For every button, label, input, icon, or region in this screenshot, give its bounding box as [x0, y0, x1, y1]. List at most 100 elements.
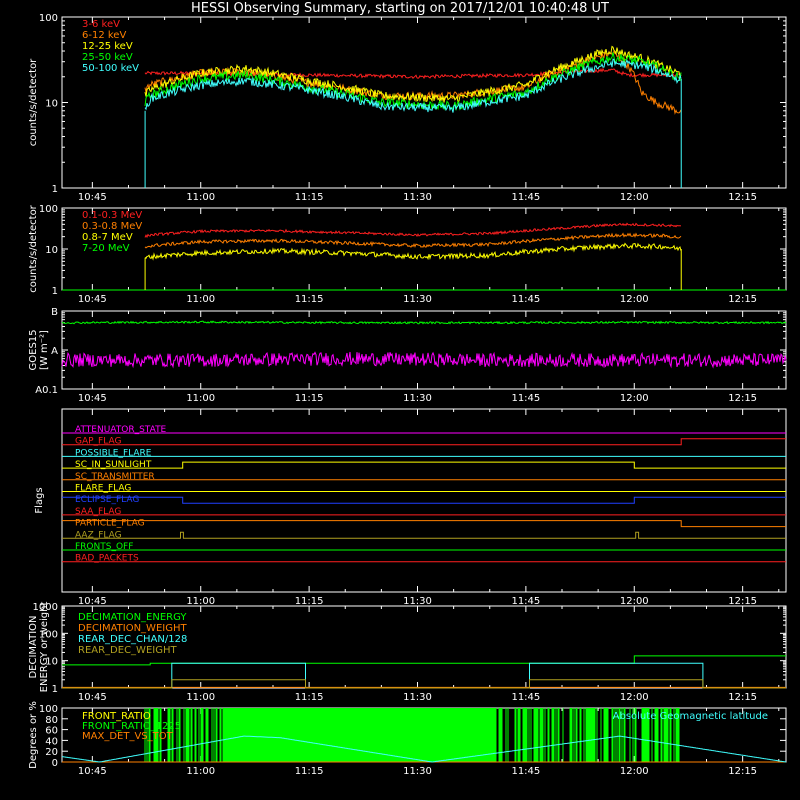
gamma-time-label: 12:00 — [620, 294, 649, 305]
decimation-time-label: 11:00 — [186, 692, 215, 703]
decimation-legend-entry: REAR_DEC_CHAN/128 — [78, 634, 187, 645]
flag-line-sc-in-sunlight — [62, 461, 786, 469]
ratio-legend-entry: MAX_DET_VS_TOT — [82, 731, 174, 742]
gamma-time-label: 11:15 — [295, 294, 324, 305]
flags-time-label: 11:30 — [403, 596, 432, 607]
flags-panel: 10:45 11:00 11:15 11:30 11:45 12:00 12:15 ATTEN… — [34, 408, 787, 607]
gamma-time-label: 10:45 — [78, 294, 107, 305]
goes-ylabel: GOES15 — [28, 329, 39, 370]
goes-time-label: 11:15 — [295, 393, 324, 404]
flags-time-label: 12:00 — [620, 596, 649, 607]
gamma-time-label: 11:30 — [403, 294, 432, 305]
ratio-ylabel: Degrees or % — [28, 701, 39, 769]
goes-ytick-label: A — [51, 346, 58, 357]
flag-label: PARTICLE_FLAG — [75, 519, 145, 529]
ratio-time-label: 11:15 — [295, 766, 324, 777]
goes-time-label: 12:00 — [620, 393, 649, 404]
xray-legend-entry: 25-50 keV — [82, 52, 133, 63]
xray-low-energy-panel: 10:45 11:00 11:15 11:30 11:45 12:00 12:15 1 10 10… — [28, 13, 787, 203]
decimation-ytick-label: 1 — [52, 684, 58, 695]
flag-line-gap-flag — [62, 438, 786, 446]
decimation-ylabel: DECIMATION — [28, 615, 39, 678]
flag-label: ATTENUATOR_STATE — [75, 425, 167, 435]
decimation-legend-entry: REAR_DEC_WEIGHT — [78, 645, 177, 656]
flag-label: AAZ_FLAG — [75, 530, 122, 540]
goes-ylabel2: [W m⁻²] — [39, 330, 50, 370]
ratio-ytick-label: 60 — [45, 726, 58, 737]
ratio-legend-entry: FRONT_RATIO — [82, 711, 151, 722]
goes-ytick-label: B — [51, 307, 58, 318]
xray-time-label: 10:45 — [78, 192, 107, 203]
xray-ytick-label: 1 — [52, 184, 58, 195]
decimation-ytick-label: 1000 — [33, 602, 58, 613]
decimation-time-label: 11:30 — [403, 692, 432, 703]
decimation-time-label: 12:00 — [620, 692, 649, 703]
gamma-ytick-label: 100 — [39, 204, 58, 215]
gamma-series-2 — [144, 242, 682, 261]
decimation-ylabel2: ENERGY or weight — [39, 602, 50, 693]
flags-time-label: 11:45 — [511, 596, 540, 607]
flags-frame — [61, 408, 787, 593]
gamma-legend-entry: 0.3-0.8 MeV — [82, 221, 142, 232]
goes-series-0 — [61, 320, 787, 325]
ratio-series-3 — [61, 735, 787, 763]
xray-time-label: 12:15 — [728, 192, 757, 203]
gamma-time-label: 12:15 — [728, 294, 757, 305]
flag-line-eclipse-flag — [62, 496, 786, 504]
ratio-ytick-label: 20 — [45, 747, 58, 758]
decimation-ytick-label: 100 — [39, 629, 58, 640]
gamma-series-1 — [144, 232, 682, 249]
flag-label: SC_IN_SUNLIGHT — [75, 460, 152, 470]
ratio-legend-entry: FRONT_RATIO_1225 — [82, 721, 181, 732]
xray-legend-entry: 3-6 keV — [82, 19, 120, 30]
ratio-ytick-label: 40 — [45, 736, 58, 747]
xray-ylabel: counts/s/detector — [28, 58, 39, 146]
xray-legend-entry: 12-25 keV — [82, 41, 133, 52]
gamma-energy-panel: 10:45 11:00 11:15 11:30 11:45 12:00 12:15 1 10 10… — [28, 204, 787, 305]
xray-time-label: 11:30 — [403, 192, 432, 203]
gamma-legend-entry: 0.8-7 MeV — [82, 232, 133, 243]
flag-line-particle-flag — [62, 520, 786, 528]
gamma-time-label: 11:45 — [511, 294, 540, 305]
flag-label: SC_TRANSMITTER — [75, 472, 155, 482]
flag-line-aaz-flag — [62, 531, 786, 539]
xray-ytick-label: 100 — [39, 13, 58, 24]
ratio-time-label: 12:00 — [620, 766, 649, 777]
decimation-legend-entry: DECIMATION_ENERGY — [78, 612, 187, 623]
gamma-ytick-label: 10 — [45, 245, 58, 256]
xray-time-label: 11:00 — [186, 192, 215, 203]
decimation-series-2 — [62, 662, 786, 689]
flag-label: FLARE_FLAG — [75, 484, 131, 494]
xray-time-label: 11:15 — [295, 192, 324, 203]
gamma-time-label: 11:00 — [186, 294, 215, 305]
gamma-ylabel: counts/s/detector — [28, 204, 39, 292]
goes-series-1 — [61, 351, 787, 369]
ratio-ytick-label: 0 — [52, 758, 58, 769]
ratio-time-label: 11:45 — [511, 766, 540, 777]
flag-label: SAA_FLAG — [75, 507, 121, 517]
xray-ytick-label: 10 — [45, 99, 58, 110]
goes-time-label: 11:30 — [403, 393, 432, 404]
flags-time-label: 10:45 — [78, 596, 107, 607]
decimation-series-3 — [62, 679, 786, 689]
xray-legend-entry: 50-100 keV — [82, 63, 139, 74]
ratio-series-1 — [144, 708, 680, 762]
ratio-panel: 10:45 11:00 11:15 11:30 11:45 12:00 12:15 02040… — [28, 701, 787, 777]
xray-time-label: 12:00 — [620, 192, 649, 203]
decimation-time-label: 12:15 — [728, 692, 757, 703]
ratio-ytick-label: 100 — [39, 704, 58, 715]
goes-ytick-label: A0.1 — [35, 385, 58, 396]
goes-time-label: 10:45 — [78, 393, 107, 404]
gamma-legend-entry: 0.1-0.3 MeV — [82, 210, 142, 221]
gamma-series-0 — [144, 222, 682, 239]
goes-time-label: 12:15 — [728, 393, 757, 404]
decimation-legend-entry: DECIMATION_WEIGHT — [78, 623, 187, 634]
flag-label: GAP_FLAG — [75, 437, 121, 447]
goes-time-label: 11:00 — [186, 393, 215, 404]
flags-time-label: 12:15 — [728, 596, 757, 607]
goes-time-label: 11:45 — [511, 393, 540, 404]
decimation-series-0 — [62, 655, 786, 666]
gamma-legend-entry: 7-20 MeV — [82, 243, 130, 254]
ratio-time-label: 12:15 — [728, 766, 757, 777]
